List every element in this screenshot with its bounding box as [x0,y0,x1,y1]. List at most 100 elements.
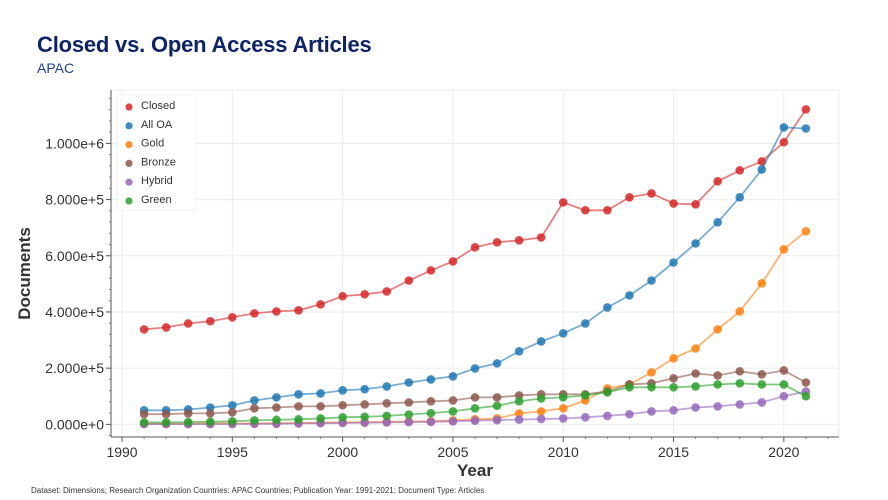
data-point[interactable] [426,408,436,418]
data-point[interactable] [713,325,722,334]
data-point[interactable] [448,257,458,266]
data-point[interactable] [294,389,303,399]
data-point[interactable] [250,396,259,405]
data-point[interactable] [316,389,325,398]
data-point[interactable] [581,413,590,422]
data-point[interactable] [161,323,171,332]
data-point[interactable] [735,193,745,202]
data-point[interactable] [647,382,656,392]
data-point[interactable] [161,418,171,427]
data-point[interactable] [713,177,722,186]
data-point[interactable] [360,400,369,409]
data-point[interactable] [779,380,789,389]
data-point[interactable] [691,200,700,209]
data-point[interactable] [470,393,480,402]
data-point[interactable] [360,418,369,427]
data-point[interactable] [470,416,480,426]
data-point[interactable] [492,359,502,368]
data-point[interactable] [338,386,347,395]
data-point[interactable] [228,400,237,410]
data-point[interactable] [625,193,634,202]
data-point[interactable] [205,316,215,326]
data-point[interactable] [669,258,678,267]
data-point[interactable] [492,237,502,247]
data-point[interactable] [514,415,524,424]
data-point[interactable] [382,398,392,408]
data-point[interactable] [713,402,722,411]
data-point[interactable] [514,409,524,418]
data-point[interactable] [228,416,237,426]
data-point[interactable] [779,123,789,132]
data-point[interactable] [492,393,502,402]
data-point[interactable] [139,325,149,334]
data-point[interactable] [382,287,392,296]
data-point[interactable] [558,329,568,338]
data-point[interactable] [757,398,767,407]
data-point[interactable] [691,403,700,412]
data-point[interactable] [757,380,767,389]
data-point[interactable] [404,410,414,419]
data-point[interactable] [360,384,369,394]
data-point[interactable] [382,411,392,421]
data-point[interactable] [139,409,149,419]
data-point[interactable] [382,382,392,391]
data-point[interactable] [735,366,745,376]
data-point[interactable] [294,414,303,424]
data-point[interactable] [448,416,458,426]
data-point[interactable] [625,382,634,392]
data-point[interactable] [205,409,215,418]
data-point[interactable] [691,382,700,391]
data-point[interactable] [426,266,436,275]
data-point[interactable] [581,205,590,215]
data-point[interactable] [581,319,590,328]
data-point[interactable] [647,189,656,198]
data-point[interactable] [801,378,811,387]
data-point[interactable] [183,319,193,328]
data-point[interactable] [757,165,767,174]
data-point[interactable] [205,403,215,412]
data-point[interactable] [536,394,546,403]
data-point[interactable] [316,402,325,411]
data-point[interactable] [603,205,612,215]
data-point[interactable] [272,403,281,412]
legend-item-closed[interactable]: Closed [125,100,175,112]
data-point[interactable] [492,415,502,425]
data-point[interactable] [757,279,767,288]
data-point[interactable] [801,391,811,401]
data-point[interactable] [338,291,347,301]
data-point[interactable] [316,414,325,423]
data-point[interactable] [801,105,811,114]
data-point[interactable] [228,407,237,417]
data-point[interactable] [514,236,524,245]
data-point[interactable] [558,198,568,207]
legend-item-green[interactable]: Green [125,194,172,206]
legend-item-gold[interactable]: Gold [125,138,164,150]
data-point[interactable] [228,313,237,322]
data-point[interactable] [294,305,303,315]
data-point[interactable] [272,393,281,402]
data-point[interactable] [735,307,745,316]
data-point[interactable] [625,291,634,300]
data-point[interactable] [779,391,789,401]
data-point[interactable] [536,407,546,416]
legend-item-all-oa[interactable]: All OA [125,119,173,131]
data-point[interactable] [581,391,590,400]
data-point[interactable] [404,398,414,407]
data-point[interactable] [603,303,612,312]
data-point[interactable] [801,124,811,133]
data-point[interactable] [183,417,193,427]
data-point[interactable] [669,382,678,392]
data-point[interactable] [558,414,568,423]
data-point[interactable] [514,397,524,406]
data-point[interactable] [536,233,546,242]
data-point[interactable] [470,364,480,373]
data-point[interactable] [183,409,193,418]
data-point[interactable] [647,276,656,285]
data-point[interactable] [603,388,612,397]
data-point[interactable] [470,243,480,252]
data-point[interactable] [757,370,767,379]
data-point[interactable] [669,199,678,208]
data-point[interactable] [272,415,281,425]
data-point[interactable] [779,137,789,147]
data-point[interactable] [250,404,259,413]
